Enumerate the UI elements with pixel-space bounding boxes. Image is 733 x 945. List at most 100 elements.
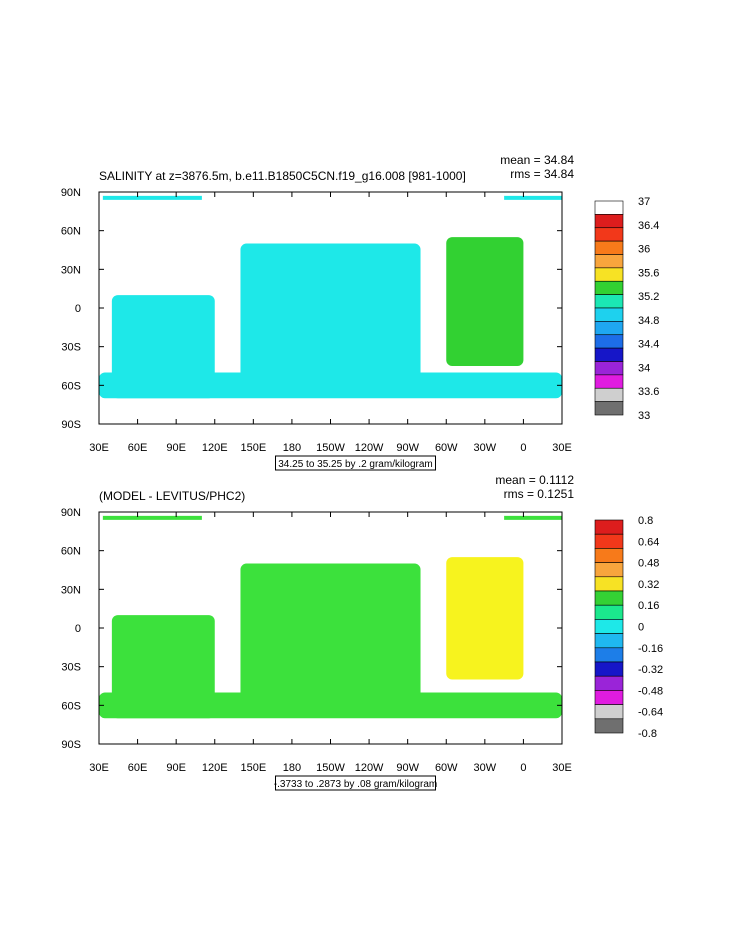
colorbar-bin: [594, 347, 624, 362]
y-tick-label: 90N: [61, 507, 81, 519]
x-tick-label: 150E: [240, 442, 266, 454]
arctic-strip-left: [102, 195, 202, 200]
colorbar-bin: [594, 361, 624, 376]
colorbar-label: 37: [638, 196, 650, 208]
region-pacific: [240, 243, 421, 392]
region-pacific: [240, 563, 421, 712]
x-tick-label: 60W: [435, 762, 458, 774]
contour-info-label: 34.25 to 35.25 by .2 gram/kilogram: [278, 459, 433, 470]
region-southern-ocean: [99, 692, 562, 719]
colorbar-label: 36.4: [638, 220, 659, 232]
x-tick-label: 90W: [396, 762, 419, 774]
colorbar-bin: [594, 387, 624, 402]
colorbar-label: 34: [638, 362, 650, 374]
colorbar-bin: [594, 214, 624, 229]
colorbar-label: 33.6: [638, 386, 659, 398]
colorbar-bin: [594, 619, 624, 634]
colorbar-label: 34.4: [638, 339, 659, 351]
region-atlantic: [446, 557, 524, 680]
colorbar-label: 0.8: [638, 515, 653, 527]
x-tick-label: 0: [520, 442, 526, 454]
x-tick-label: 30E: [552, 762, 572, 774]
colorbar-bin: [594, 227, 624, 242]
y-tick-label: 0: [75, 303, 81, 315]
colorbar-bin: [594, 718, 624, 734]
x-tick-label: 30W: [474, 442, 497, 454]
chart-title: (MODEL - LEVITUS/PHC2): [99, 489, 245, 503]
y-tick-label: 60N: [61, 546, 81, 558]
x-tick-label: 60E: [128, 762, 148, 774]
colorbar-bin: [594, 533, 624, 549]
x-tick-label: 180: [283, 442, 301, 454]
x-tick-label: 150W: [316, 442, 345, 454]
contour-info-box: [275, 775, 436, 791]
colorbar-bin: [594, 200, 624, 215]
x-tick-label: 30E: [89, 442, 109, 454]
x-tick-label: 90E: [166, 442, 186, 454]
colorbar-bin: [594, 519, 624, 535]
x-tick-label: 30W: [474, 762, 497, 774]
region-atlantic: [446, 237, 524, 366]
colorbar-label: 33: [638, 410, 650, 422]
colorbar-label: 36: [638, 244, 650, 256]
colorbar-bin: [594, 576, 624, 592]
colorbar-label: 0.48: [638, 558, 659, 570]
colorbar-bin: [594, 562, 624, 578]
colorbar-label: 0.32: [638, 579, 659, 591]
colorbar-bin: [594, 374, 624, 389]
colorbar-bin: [594, 633, 624, 649]
x-tick-label: 120E: [202, 442, 228, 454]
colorbar-bin: [594, 675, 624, 691]
x-tick-label: 90E: [166, 762, 186, 774]
colorbar-bin: [594, 321, 624, 336]
x-tick-label: 120E: [202, 762, 228, 774]
stat-label: rms = 34.84: [510, 167, 574, 181]
colorbar-label: 0: [638, 622, 644, 634]
colorbar-label: 34.8: [638, 315, 659, 327]
colorbar-label: -0.32: [638, 664, 663, 676]
x-tick-label: 90W: [396, 442, 419, 454]
y-tick-label: 90S: [61, 419, 81, 431]
colorbar-bin: [594, 267, 624, 282]
y-tick-label: 30N: [61, 264, 81, 276]
y-tick-label: 90N: [61, 187, 81, 199]
colorbar-label: -0.8: [638, 728, 657, 740]
y-tick-label: 60S: [61, 380, 81, 392]
x-tick-label: 150E: [240, 762, 266, 774]
colorbar-label: -0.48: [638, 685, 663, 697]
arctic-strip-left: [102, 515, 202, 520]
colorbar-bin: [594, 240, 624, 255]
x-tick-label: 60E: [128, 442, 148, 454]
x-tick-label: 180: [283, 762, 301, 774]
y-tick-label: 90S: [61, 739, 81, 751]
colorbar-bin: [594, 590, 624, 606]
stat-label: rms = 0.1251: [504, 487, 575, 501]
contour-info-label: -.3733 to .2873 by .08 gram/kilogram: [274, 779, 437, 790]
colorbar-label: 0.16: [638, 600, 659, 612]
colorbar-bin: [594, 294, 624, 309]
colorbar-label: 35.2: [638, 291, 659, 303]
x-tick-label: 30E: [89, 762, 109, 774]
y-tick-label: 30S: [61, 342, 81, 354]
x-tick-label: 150W: [316, 762, 345, 774]
y-tick-label: 60S: [61, 700, 81, 712]
y-tick-label: 0: [75, 623, 81, 635]
arctic-strip-right: [504, 515, 562, 520]
colorbar-bin: [594, 604, 624, 620]
colorbar-label: 0.64: [638, 536, 659, 548]
arctic-strip-right: [504, 195, 562, 200]
region-southern-ocean: [99, 372, 562, 399]
colorbar-label: 35.6: [638, 267, 659, 279]
colorbar-label: -0.16: [638, 643, 663, 655]
x-tick-label: 120W: [355, 762, 384, 774]
colorbar-bin: [594, 401, 624, 416]
colorbar-bin: [594, 280, 624, 295]
stat-label: mean = 0.1112: [495, 473, 574, 487]
contour-info-box: [275, 455, 436, 471]
y-tick-label: 30N: [61, 584, 81, 596]
colorbar-bin: [594, 690, 624, 705]
colorbar-label: -0.64: [638, 707, 663, 719]
y-tick-label: 30S: [61, 662, 81, 674]
